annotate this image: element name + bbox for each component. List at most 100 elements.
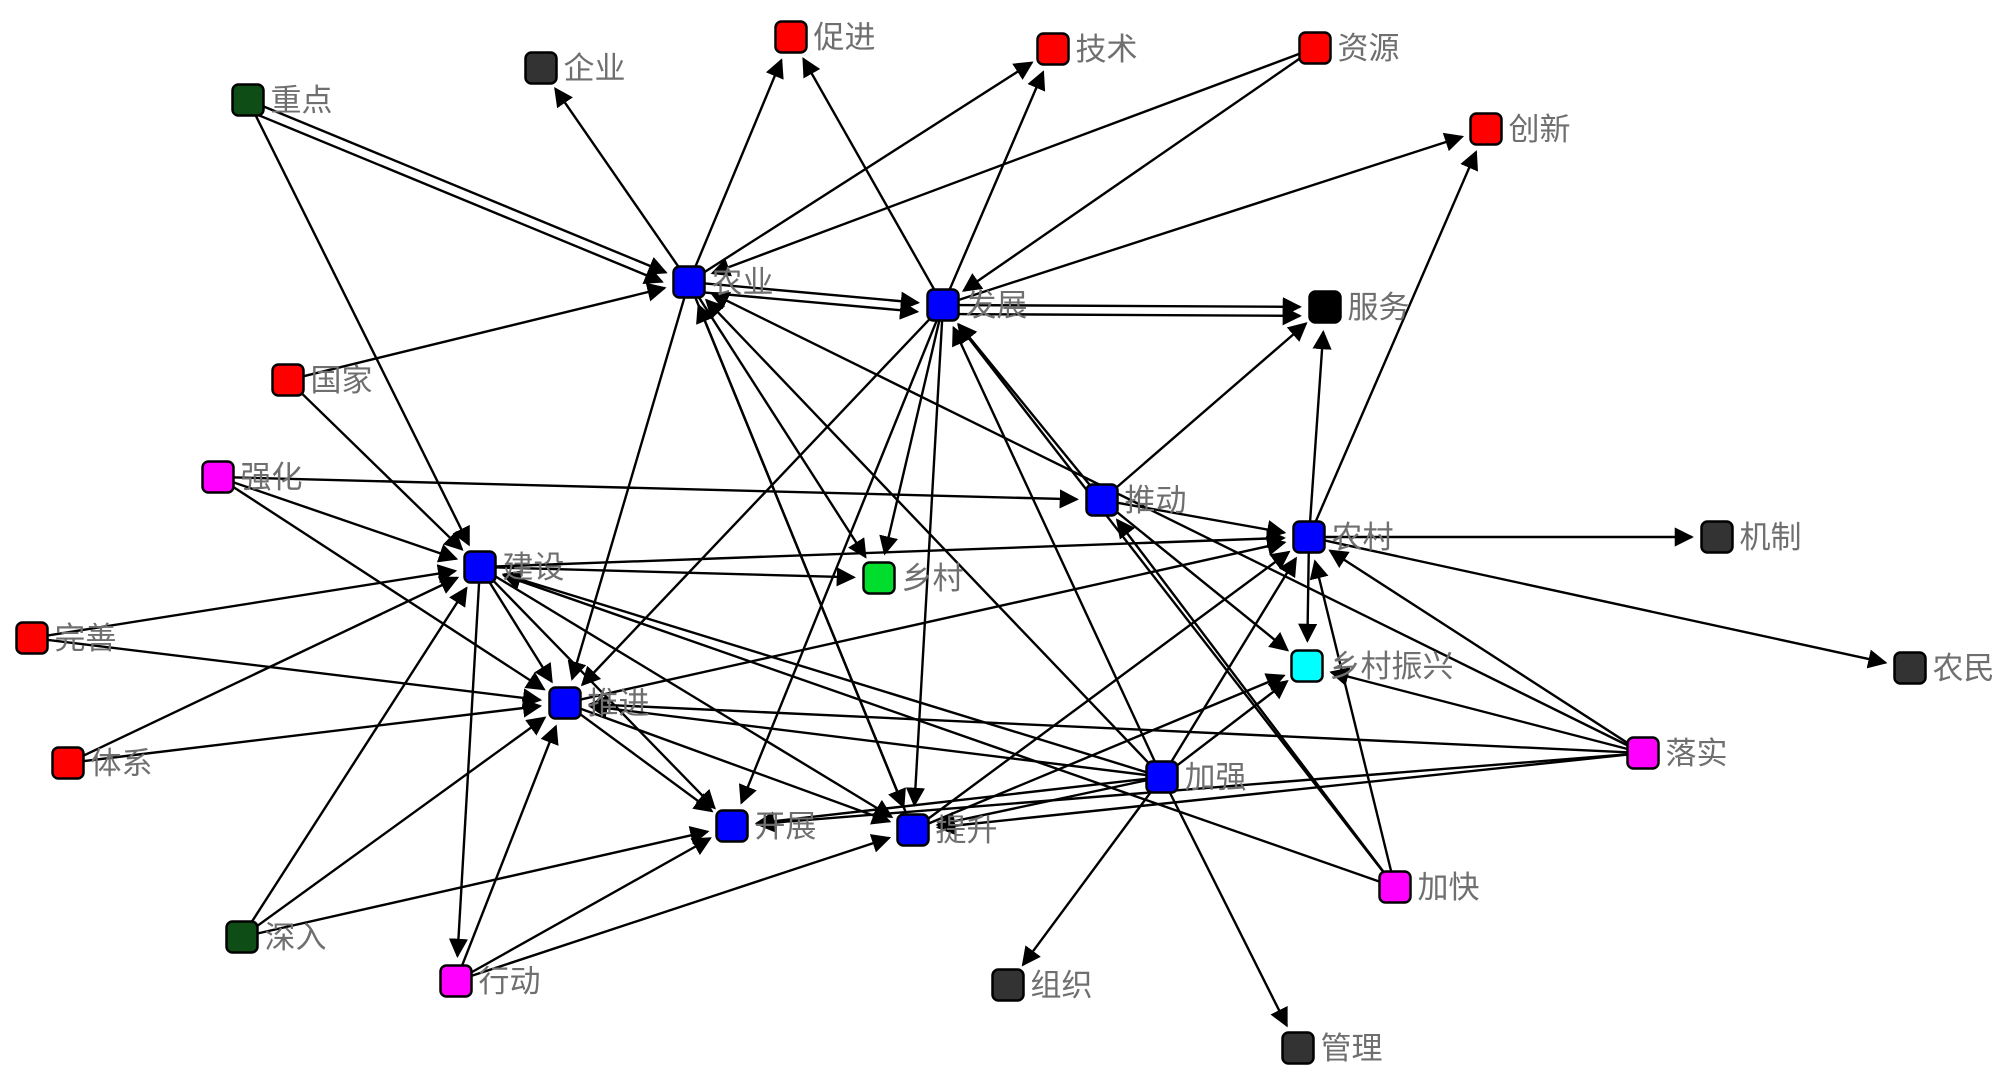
node-xiangcun[interactable] — [862, 561, 896, 595]
edge-jiakuai-jianshe — [501, 571, 1384, 884]
node-cujin[interactable] — [774, 20, 808, 54]
edge-fazhan-tuijin — [580, 313, 935, 687]
node-qiye[interactable] — [524, 51, 558, 85]
edge-fazhan-jishu — [947, 70, 1046, 294]
node-jishu[interactable] — [1036, 32, 1070, 66]
edge-tuidong-xczx — [1111, 507, 1290, 652]
edge-fazhan-xiangcun — [879, 317, 942, 556]
edge-nongye-cujin — [692, 58, 784, 271]
edge-nongye-fazhan — [701, 290, 920, 320]
edge-xingdong-kaizhan — [466, 837, 712, 976]
edge-jiaqiang-xczx — [1171, 680, 1289, 771]
edge-jiakuai-nongcun — [1309, 559, 1394, 875]
edge-nongcun-fuwu — [1308, 330, 1332, 525]
edge-jiaqiang-tuijin — [587, 698, 1150, 777]
node-wanshan[interactable] — [15, 621, 49, 655]
edges-layer — [44, 51, 1888, 1028]
node-zhongdian[interactable] — [231, 83, 265, 117]
node-label-tuidong: 推动 — [1125, 483, 1187, 519]
node-xingdong[interactable] — [439, 964, 473, 998]
node-tuijin[interactable] — [548, 686, 582, 720]
node-label-xiangcun: 乡村 — [902, 561, 964, 597]
edge-jiaqiang-zuzhi — [1021, 786, 1156, 967]
node-label-nongye: 农业 — [712, 265, 774, 301]
node-label-qiye: 企业 — [564, 51, 626, 87]
node-label-jiaqiang: 加强 — [1185, 760, 1247, 796]
edge-luoshi-xczx — [1329, 667, 1631, 751]
edge-nongcun-chuangxin — [1313, 150, 1478, 526]
edge-zhongdian-nongye — [259, 103, 668, 275]
edge-jiaqiang-nongye — [704, 298, 1154, 769]
edge-fazhan-cujin — [802, 57, 938, 295]
node-jiaqiang[interactable] — [1145, 760, 1179, 794]
edge-tuidong-fazhan — [957, 322, 1095, 491]
edge-zhongdian-nongye — [255, 113, 664, 284]
edge-fazhan-kaizhan — [738, 316, 940, 805]
node-label-zuzhi: 组织 — [1031, 968, 1093, 1004]
edge-jianshe-kaizhan — [488, 575, 716, 810]
node-label-jiakuai: 加快 — [1418, 870, 1480, 906]
edge-shenru-jianshe — [248, 586, 468, 927]
node-label-jianshe: 建设 — [503, 550, 565, 586]
node-label-cujin: 促进 — [814, 20, 876, 56]
node-fuwu[interactable] — [1308, 290, 1342, 324]
node-nongcun[interactable] — [1292, 520, 1326, 554]
edge-qianghua-jianshe — [229, 480, 459, 563]
node-label-guojia: 国家 — [311, 363, 373, 399]
edge-tuijin-kaizhan — [574, 709, 714, 813]
node-tisheng[interactable] — [896, 813, 930, 847]
edge-jianshe-xiangcun — [492, 566, 856, 587]
edge-jianshe-nongcun — [492, 528, 1286, 568]
node-guojia[interactable] — [271, 363, 305, 397]
edge-tisheng-nongye — [696, 303, 910, 819]
edge-jiaqiang-fazhan — [952, 325, 1158, 766]
edge-luoshi-tuijin — [588, 695, 1631, 754]
edge-fazhan-tisheng — [905, 317, 944, 807]
node-label-guanli: 管理 — [1321, 1031, 1383, 1067]
node-chuangxin[interactable] — [1469, 112, 1503, 146]
edge-jiaqiang-guanli — [1166, 788, 1288, 1028]
node-label-ziyuan: 资源 — [1338, 31, 1400, 67]
node-jizhi[interactable] — [1700, 520, 1734, 554]
node-luoshi[interactable] — [1626, 736, 1660, 770]
edge-wanshan-jianshe — [44, 564, 458, 638]
node-zuzhi[interactable] — [991, 968, 1025, 1002]
edge-qianghua-tuidong — [230, 476, 1079, 509]
node-label-chuangxin: 创新 — [1509, 112, 1571, 148]
node-qianghua[interactable] — [201, 460, 235, 494]
node-tixi[interactable] — [51, 746, 85, 780]
edge-guojia-nongye — [300, 282, 667, 379]
edge-nongye-qiye — [554, 86, 683, 272]
edge-shenru-kaizhan — [254, 825, 710, 936]
node-kaizhan[interactable] — [715, 809, 749, 843]
node-label-shenru: 深入 — [265, 920, 327, 956]
node-nongye[interactable] — [672, 265, 706, 299]
edge-wanshan-tuijin — [44, 638, 543, 708]
node-ziyuan[interactable] — [1298, 31, 1332, 65]
edge-tisheng-nongcun — [922, 550, 1291, 824]
node-jianshe[interactable] — [463, 550, 497, 584]
edge-luoshi-tisheng — [935, 753, 1631, 836]
edge-tuijin-tisheng — [576, 706, 892, 825]
node-nongmin[interactable] — [1893, 651, 1927, 685]
node-label-jizhi: 机制 — [1740, 520, 1802, 556]
node-label-kaizhan: 开展 — [755, 809, 817, 845]
edge-fazhan-fuwu — [955, 306, 1302, 326]
node-jiakuai[interactable] — [1378, 870, 1412, 904]
edge-tuidong-fuwu — [1111, 322, 1308, 493]
edge-nongye-fazhan — [701, 281, 921, 311]
node-shenru[interactable] — [225, 920, 259, 954]
edge-guojia-jianshe — [296, 388, 464, 551]
edge-fazhan-chuangxin — [954, 132, 1465, 303]
node-guanli[interactable] — [1281, 1031, 1315, 1065]
edge-nongcun-nongmin — [1321, 538, 1888, 669]
edge-fazhan-fuwu — [955, 297, 1302, 317]
node-xczx[interactable] — [1290, 649, 1324, 683]
node-label-tisheng: 提升 — [936, 813, 998, 849]
node-tuidong[interactable] — [1085, 483, 1119, 517]
node-fazhan[interactable] — [926, 288, 960, 322]
edge-jiakuai-fazhan — [957, 323, 1388, 878]
